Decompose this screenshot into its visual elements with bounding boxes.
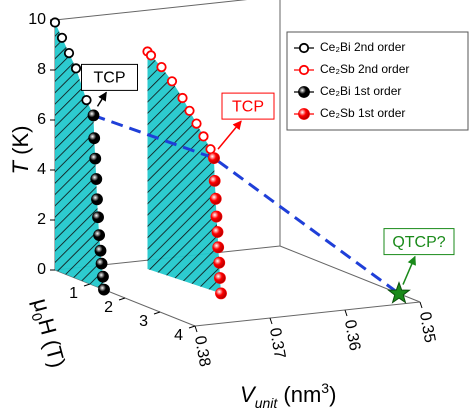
z-tick-label: 4 <box>37 161 46 178</box>
point <box>94 244 107 257</box>
legend-box <box>286 31 469 131</box>
y-tick <box>188 325 196 329</box>
point <box>210 210 223 223</box>
regions <box>55 22 221 294</box>
y-tick-label: 1 <box>69 285 78 302</box>
annotation-label: QTCP? <box>392 234 445 251</box>
point <box>89 152 102 165</box>
point <box>166 76 178 87</box>
point <box>214 272 226 284</box>
x-tick-label: 0.35 <box>416 310 438 344</box>
y-tick-label: 3 <box>139 313 148 330</box>
legend-marker <box>298 64 310 76</box>
x-title-symbol: V <box>240 382 257 407</box>
x-tick <box>344 309 348 317</box>
point <box>88 132 101 145</box>
z-tick-label: 0 <box>37 261 46 278</box>
point <box>198 131 209 142</box>
point <box>98 283 110 296</box>
point <box>156 61 167 73</box>
x-tick-label: 0.36 <box>341 318 363 352</box>
z-tick-label: 10 <box>28 11 46 28</box>
legend-label: Ce₂Sb 1st order <box>320 106 405 120</box>
legend-label: Ce₂Sb 2nd order <box>320 62 409 76</box>
point <box>208 174 221 187</box>
annotation-arrow <box>96 91 107 107</box>
x-tick-label: 0.37 <box>266 326 288 360</box>
point <box>184 105 195 116</box>
point <box>213 256 226 269</box>
point <box>70 63 82 74</box>
point <box>90 173 103 185</box>
annotation-arrow <box>402 255 416 285</box>
x-title-unit: (nm <box>277 382 321 407</box>
point <box>209 192 222 205</box>
x-tick-label: 0.38 <box>191 334 213 368</box>
point <box>49 17 61 28</box>
point <box>92 211 104 224</box>
z-title-unit: (K) <box>8 126 33 161</box>
y-tick <box>83 283 91 287</box>
point <box>81 95 92 106</box>
legend-marker <box>298 42 310 54</box>
x-tick <box>419 301 423 309</box>
point <box>208 152 220 164</box>
z-title-symbol: T <box>8 159 33 174</box>
y-tick <box>153 311 161 315</box>
y-axis-title: μ0H (T) <box>25 296 70 371</box>
critical-line <box>92 113 400 295</box>
point <box>205 144 216 155</box>
point <box>177 92 188 104</box>
point <box>212 241 225 254</box>
point <box>91 193 103 206</box>
transition-region <box>147 51 221 294</box>
annotation-arrow <box>217 120 242 150</box>
y-title-sub: 0 <box>28 311 46 323</box>
point <box>63 47 75 59</box>
y-title-unit: (T) <box>37 331 70 371</box>
point <box>87 109 100 122</box>
point <box>211 226 224 238</box>
annotation-box <box>383 228 455 256</box>
annotation-box <box>221 92 275 120</box>
annotation-label: TCP <box>232 98 264 115</box>
z-tick-label: 2 <box>37 211 46 228</box>
y-tick-label: 2 <box>104 299 113 316</box>
point <box>215 287 227 300</box>
x-title-close: ) <box>329 382 336 407</box>
x-tick <box>194 325 198 333</box>
point <box>56 32 68 43</box>
legend-label: Ce₂Bi 2nd order <box>320 40 405 54</box>
x-axis-title: Vunit (nm3) <box>240 380 336 411</box>
y-tick-label: 4 <box>174 327 183 344</box>
box-edge <box>194 301 421 327</box>
qtcp-star <box>387 281 411 304</box>
box-edge <box>54 0 248 21</box>
annotation-label: TCP <box>94 70 126 87</box>
point <box>95 257 108 270</box>
z-tick-label: 8 <box>37 61 46 78</box>
point <box>191 118 202 129</box>
legend-marker <box>298 86 310 98</box>
legend-label: Ce₂Bi 1st order <box>320 84 401 98</box>
point <box>145 50 157 61</box>
transition-region <box>55 22 104 290</box>
y-tick <box>118 297 126 301</box>
x-title-sub: unit <box>255 395 279 411</box>
y-title-h: H <box>33 316 61 338</box>
point <box>97 270 109 283</box>
annotation-box <box>81 63 138 91</box>
legend-marker <box>298 108 310 120</box>
y-title-mu: μ <box>28 296 55 315</box>
x-tick <box>269 317 273 325</box>
point <box>93 229 105 242</box>
marks <box>49 17 411 304</box>
x-title-sup: 3 <box>321 380 329 396</box>
z-tick-label: 6 <box>37 111 46 128</box>
z-axis-title: T (K) <box>8 126 33 175</box>
